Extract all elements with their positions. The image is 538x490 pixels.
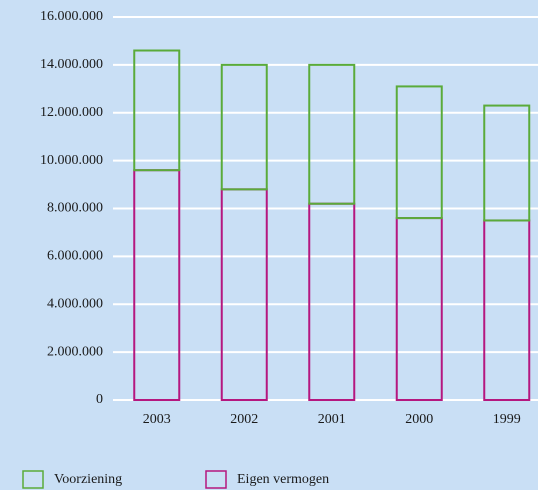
y-tick-label: 8.000.000 [47, 201, 103, 216]
bar-segment [483, 219, 531, 401]
legend-swatch [205, 470, 227, 489]
legend-label: Voorziening [54, 472, 122, 487]
y-tick-label: 10.000.000 [40, 153, 103, 168]
y-tick-label: 14.000.000 [40, 57, 103, 72]
bar-segment [395, 85, 443, 220]
bar-segment [133, 169, 181, 401]
y-tick-label: 2.000.000 [47, 344, 103, 359]
legend-label: Eigen vermogen [237, 472, 329, 487]
bar-segment [483, 104, 531, 222]
y-tick-label: 4.000.000 [47, 296, 103, 311]
bar-segment [220, 63, 268, 191]
y-tick-label: 16.000.000 [40, 9, 103, 24]
bar-segment [308, 202, 356, 401]
bar-segment [220, 188, 268, 401]
x-tick-label: 2001 [318, 412, 346, 427]
x-tick-label: 2000 [405, 412, 433, 427]
legend-swatch [22, 470, 44, 489]
y-tick-label: 6.000.000 [47, 249, 103, 264]
x-tick-label: 2003 [143, 412, 171, 427]
bar-segment [395, 217, 443, 401]
x-tick-label: 1999 [493, 412, 521, 427]
bar-segment [308, 63, 356, 205]
y-tick-label: 12.000.000 [40, 105, 103, 120]
y-tick-label: 0 [96, 392, 103, 407]
x-tick-label: 2002 [230, 412, 258, 427]
bar-segment [133, 49, 181, 172]
